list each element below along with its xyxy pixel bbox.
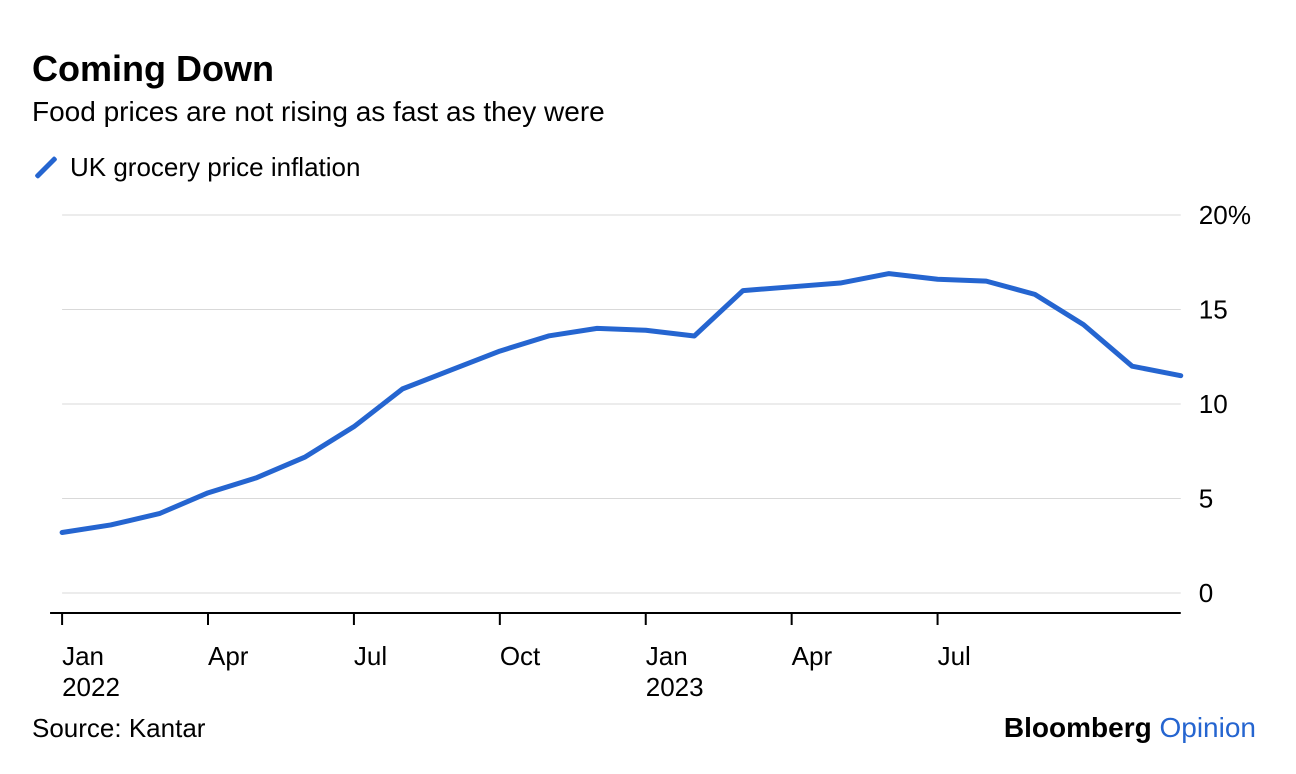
svg-text:15: 15 (1199, 295, 1228, 325)
svg-text:10: 10 (1199, 389, 1228, 419)
footer: Source: Kantar Bloomberg Opinion (32, 712, 1256, 744)
chart-subtitle: Food prices are not rising as fast as th… (32, 96, 1256, 128)
x-tick-label: Jul (938, 641, 971, 672)
x-tick-label: Jan2023 (646, 641, 704, 703)
legend-label: UK grocery price inflation (70, 152, 360, 183)
brand: Bloomberg Opinion (1004, 712, 1256, 744)
svg-text:5: 5 (1199, 484, 1214, 514)
x-tick-label: Apr (792, 641, 832, 672)
svg-text:20%: 20% (1199, 200, 1251, 230)
chart-area: 0 5 10 15 20% (32, 195, 1256, 635)
brand-sub: Opinion (1159, 712, 1256, 743)
x-axis-labels: Jan2022 Apr Jul Oct Jan2023 Apr Jul (32, 641, 1256, 711)
source-text: Source: Kantar (32, 713, 205, 744)
svg-text:0: 0 (1199, 578, 1214, 608)
brand-main: Bloomberg (1004, 712, 1152, 743)
chart-title: Coming Down (32, 48, 1256, 90)
x-tick-label: Jan2022 (62, 641, 120, 703)
legend-swatch (34, 156, 57, 179)
x-tick-label: Jul (354, 641, 387, 672)
x-tick-label: Oct (500, 641, 540, 672)
chart-svg: 0 5 10 15 20% (32, 195, 1256, 635)
x-tick-label: Apr (208, 641, 248, 672)
legend: UK grocery price inflation (32, 152, 1256, 183)
